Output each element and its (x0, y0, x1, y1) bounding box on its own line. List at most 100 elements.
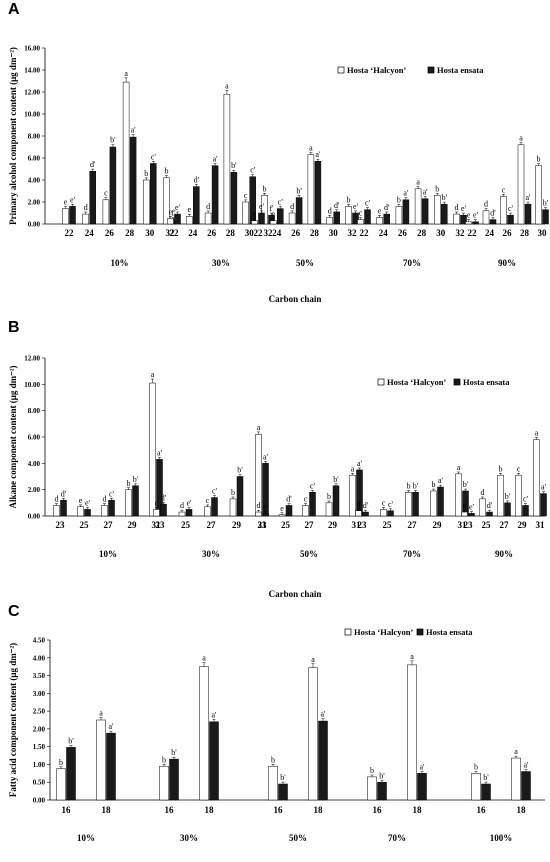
bar-ensata (109, 146, 117, 225)
bar-halcyon (242, 201, 249, 225)
y-tick-label: 0.00 (28, 221, 41, 229)
bar-halcyon (380, 509, 387, 517)
panel-c: C 0.00 0.50 1.00 1.50 2.00 2.50 3.00 3.50 4.00 4.5… (8, 603, 545, 843)
y-tick-label: 8.00 (28, 133, 41, 141)
sig-label-halcyon: a (257, 423, 261, 432)
sig-label-halcyon: b (474, 762, 478, 771)
sig-label-halcyon: c (502, 185, 506, 194)
panel-letter: B (8, 319, 20, 336)
bar-halcyon (515, 474, 522, 517)
sig-label-ensata: b' (379, 771, 385, 780)
bar-ensata (318, 720, 328, 801)
sig-label-ensata: b' (237, 466, 243, 475)
sig-label-halcyon: a (124, 69, 128, 78)
bar-halcyon (500, 196, 507, 225)
panel-letter: C (8, 603, 20, 620)
bar-ensata (507, 214, 514, 225)
x-tick-label: 18 (314, 805, 324, 815)
sig-label-ensata: b' (280, 773, 286, 782)
y-tick-label: 12.00 (24, 89, 40, 97)
sig-label-halcyon: b (144, 169, 148, 178)
sig-label-ensata: b' (333, 475, 339, 484)
y-tick-label: 2.00 (28, 199, 41, 207)
sig-label-halcyon: e (253, 210, 257, 219)
x-tick-label: 22 (254, 228, 264, 238)
x-tick-label: 31 (258, 520, 268, 530)
x-tick-label: 26 (398, 228, 408, 238)
bar-halcyon (125, 489, 132, 517)
sig-label-halcyon: d (455, 203, 459, 212)
bar-halcyon (223, 93, 231, 225)
y-tick-label: 8.00 (28, 407, 41, 415)
y-tick-label: 3.50 (33, 672, 46, 680)
bar-halcyon (153, 509, 160, 517)
bar-halcyon (465, 221, 472, 225)
bar-halcyon (159, 765, 169, 801)
bar-ensata (333, 211, 340, 225)
bar-halcyon (471, 773, 481, 801)
sig-label-ensata: a' (524, 761, 530, 770)
bar-ensata (542, 209, 549, 225)
bar-halcyon (395, 206, 403, 225)
bar-ensata (364, 209, 371, 225)
group-label: 50% (300, 549, 318, 559)
sig-label-ensata: b' (296, 186, 302, 195)
bar-halcyon (349, 474, 356, 517)
bar-ensata (185, 509, 193, 517)
y-tick-label: 2.00 (28, 486, 41, 494)
bar-halcyon (53, 505, 60, 517)
x-tick-label: 22 (360, 228, 370, 238)
y-tick-label: 10.00 (24, 381, 40, 389)
y-axis-label: Fatty acid component content (μg dm⁻²) (8, 643, 18, 797)
bar-halcyon (204, 506, 211, 517)
legend-label-ensata: Hosta ensata (426, 627, 473, 637)
x-tick-label: 16 (274, 805, 284, 815)
y-axis-label: Alkane component content (μg dm⁻²) (8, 365, 18, 508)
x-tick-label: 23 (358, 520, 368, 530)
bar-halcyon (482, 210, 490, 225)
y-tick-label: 0.00 (28, 513, 41, 521)
bar-halcyon (434, 195, 441, 225)
x-tick-label: 27 (305, 520, 315, 530)
bar-halcyon (302, 505, 309, 517)
bar-ensata (540, 493, 547, 517)
bar-halcyon (376, 217, 383, 225)
bar-halcyon (517, 144, 525, 225)
bar-ensata (211, 165, 219, 225)
bar-ensata (489, 219, 497, 225)
sig-label-ensata: a' (403, 189, 409, 198)
bar-halcyon (163, 177, 170, 225)
x-tick-label: 27 (500, 520, 510, 530)
group-90pct: 22 e e' 24 dd' 26 c c' 28 a a' 30 b b' 90% (465, 133, 549, 268)
sig-label-halcyon: c (244, 191, 248, 200)
sig-label-ensata: d' (487, 501, 493, 510)
bar-halcyon (278, 514, 286, 517)
sig-label-halcyon: d (84, 203, 88, 212)
y-tick-label: 6.00 (28, 434, 41, 442)
panel-a: A 0.00 2.00 4.00 6.00 8.00 10.00 12.00 14.00 16.0… (8, 1, 549, 304)
group-90pct: 23 e e' 25 dd' 27 b b' 29 c c' 31 a a' 90% (461, 428, 547, 559)
x-tick-label: 30 (538, 228, 548, 238)
sig-label-halcyon: d (180, 501, 184, 510)
sig-label-halcyon: d (290, 202, 294, 211)
x-tick-label: 31 (536, 520, 546, 530)
panel-letter: A (8, 1, 20, 18)
x-tick-label: 25 (383, 520, 393, 530)
legend: Hosta ‘Halcyon’ Hosta ensata (377, 377, 510, 387)
sig-label-halcyon: a (311, 655, 315, 664)
sig-label-halcyon: c (155, 499, 159, 508)
legend-label-ensata: Hosta ensata (437, 65, 484, 75)
group-label: 100% (490, 833, 513, 843)
x-axis-label: Carbon chain (269, 294, 322, 304)
y-tick-label: 14.00 (24, 67, 40, 75)
bar-ensata (295, 197, 303, 225)
group-50pct: 16 b b' 18 a a' 50% (268, 655, 328, 843)
sig-label-ensata: c' (250, 166, 256, 175)
sig-label-halcyon: d (357, 500, 361, 509)
bar-halcyon (255, 511, 262, 517)
bar-ensata (383, 213, 390, 225)
x-tick-label: 24 (188, 228, 198, 238)
